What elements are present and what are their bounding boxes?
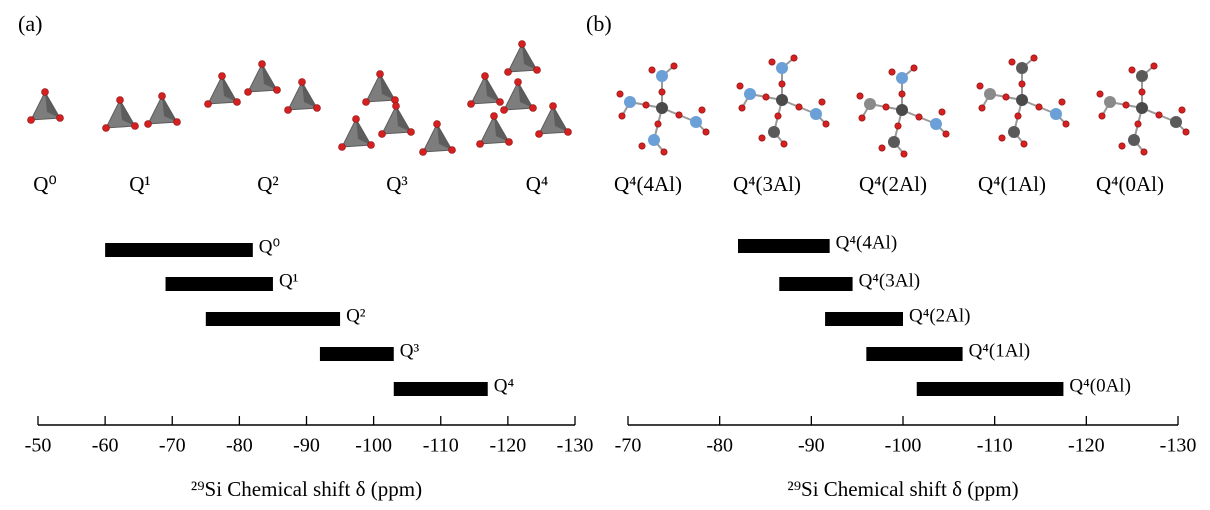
x-tick-label: -120 (490, 435, 527, 457)
bar (917, 382, 1064, 396)
bar-label: Q⁴(2Al) (909, 305, 971, 326)
structure-label: Q² (257, 172, 278, 196)
panel-label: (b) (586, 11, 612, 36)
x-tick-label: -80 (226, 435, 253, 457)
x-tick-label: -90 (798, 435, 825, 457)
bar (738, 239, 830, 253)
bar-label: Q¹ (279, 270, 299, 291)
bar-label: Q⁴(0Al) (1069, 375, 1131, 396)
x-tick-label: -80 (706, 435, 733, 457)
bar (825, 312, 903, 326)
structure-label: Q⁴(2Al) (859, 172, 927, 196)
x-tick-label: -50 (25, 435, 52, 457)
x-tick-label: -70 (615, 435, 642, 457)
bar-label: Q⁴(3Al) (859, 270, 921, 291)
x-tick-label: -70 (159, 435, 186, 457)
structure-label: Q⁴(4Al) (614, 172, 682, 196)
bar-label: Q⁴ (494, 375, 515, 396)
x-tick-label: -60 (92, 435, 119, 457)
bar (206, 312, 340, 326)
x-tick-label: -90 (293, 435, 320, 457)
structure-label: Q³ (386, 172, 407, 196)
structure-label: Q⁴ (526, 172, 549, 196)
x-tick-label: -120 (1068, 435, 1105, 457)
structures-a (28, 41, 572, 156)
structure-label: Q⁴(0Al) (1096, 172, 1164, 196)
structure-label: Q¹ (129, 172, 150, 196)
bar-label: Q⁰ (259, 236, 280, 257)
bar (320, 347, 394, 361)
bar (166, 277, 273, 291)
x-tick-label: -130 (557, 435, 594, 457)
panel-label: (a) (18, 11, 42, 36)
bar (866, 347, 962, 361)
bar-label: Q⁴(4Al) (836, 232, 898, 253)
x-axis-title: ²⁹Si Chemical shift δ (ppm) (787, 477, 1018, 501)
bar (394, 382, 488, 396)
structures-b (617, 55, 1189, 157)
x-tick-label: -100 (885, 435, 922, 457)
x-axis-title: ²⁹Si Chemical shift δ (ppm) (191, 477, 422, 501)
structure-label: Q⁴(3Al) (733, 172, 801, 196)
bar (779, 277, 852, 291)
figure: (a) Q⁰ Q¹ Q² Q³ Q⁴ -50 -60 -70 -80 -90 -100 -110 -120… (0, 0, 1210, 510)
bar (105, 243, 253, 257)
structure-label: Q⁴(1Al) (978, 172, 1046, 196)
x-tick-label: -110 (977, 435, 1013, 457)
x-tick-label: -100 (355, 435, 392, 457)
bar-label: Q³ (400, 340, 420, 361)
x-tick-label: -110 (423, 435, 459, 457)
structure-label: Q⁰ (33, 172, 57, 196)
x-tick-label: -130 (1160, 435, 1197, 457)
bar-label: Q⁴(1Al) (969, 340, 1030, 361)
bar-label: Q² (346, 305, 366, 326)
